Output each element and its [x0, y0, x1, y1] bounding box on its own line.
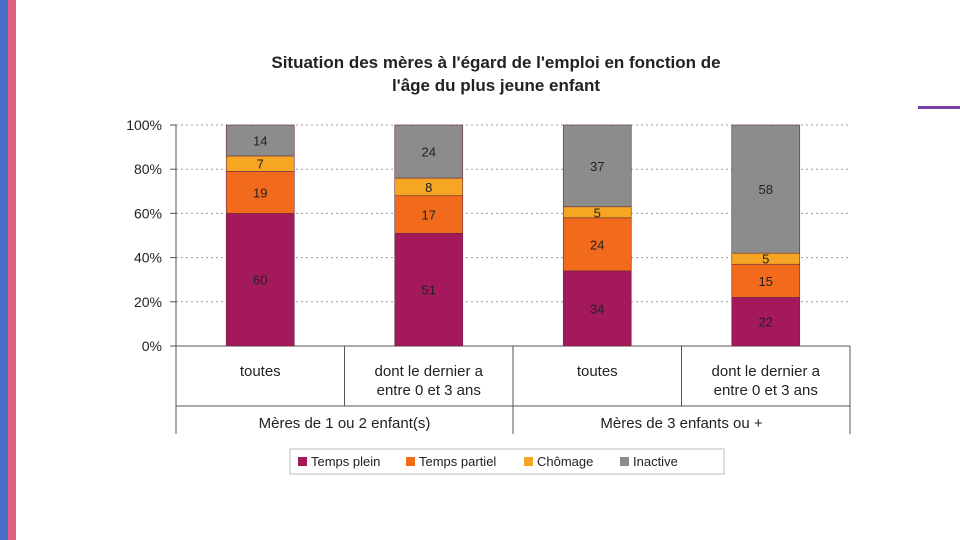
- bar-segment: [394, 232, 464, 347]
- bar-segment: [731, 263, 801, 298]
- legend-swatch: [406, 457, 415, 466]
- y-tick-label: 20%: [134, 294, 162, 310]
- category-label: entre 0 et 3 ans: [377, 382, 481, 399]
- bar-segment: [731, 297, 801, 347]
- bar-segment: [731, 124, 801, 254]
- legend-box: [289, 448, 725, 475]
- category-label: entre 0 et 3 ans: [714, 382, 818, 399]
- data-label: 15: [759, 274, 773, 289]
- group-label: Mères de 3 enfants ou +: [600, 415, 762, 432]
- bar-segment: [562, 124, 632, 208]
- data-label: 51: [422, 283, 436, 298]
- data-label: 7: [257, 157, 264, 172]
- legend-label: Chômage: [537, 454, 593, 469]
- y-tick-label: 60%: [134, 205, 162, 221]
- legend-swatch: [524, 457, 533, 466]
- bar-segment: [225, 124, 295, 157]
- slide-edge-blue: [0, 0, 8, 540]
- data-label: 60: [253, 273, 267, 288]
- bar-segment: [562, 270, 632, 347]
- data-label: 8: [425, 180, 432, 195]
- data-label: 5: [762, 252, 769, 267]
- legend-swatch: [298, 457, 307, 466]
- data-label: 37: [590, 159, 604, 174]
- bar-segment: [394, 195, 464, 234]
- data-label: 5: [594, 205, 601, 220]
- data-label: 14: [253, 133, 267, 148]
- y-tick-label: 80%: [134, 161, 162, 177]
- category-label: toutes: [577, 363, 618, 380]
- data-label: 24: [422, 145, 436, 160]
- legend-label: Temps plein: [311, 454, 380, 469]
- data-label: 22: [759, 315, 773, 330]
- bar-segment: [394, 124, 464, 179]
- legend-label: Temps partiel: [419, 454, 496, 469]
- data-label: 17: [422, 208, 436, 223]
- category-label: dont le dernier a: [375, 363, 484, 380]
- data-label: 58: [759, 182, 773, 197]
- bar-segment: [562, 217, 632, 272]
- y-tick-label: 40%: [134, 250, 162, 266]
- data-label: 19: [253, 185, 267, 200]
- chart-title-line-2: l'âge du plus jeune enfant: [392, 76, 600, 95]
- y-tick-label: 0%: [142, 338, 162, 354]
- chart-title-line-1: Situation des mères à l'égard de l'emplo…: [271, 53, 720, 72]
- accent-line: [918, 106, 960, 109]
- bar-segment: [225, 213, 295, 347]
- category-label: dont le dernier a: [712, 363, 821, 380]
- legend-label: Inactive: [633, 454, 678, 469]
- slide-edge-pink: [8, 0, 16, 540]
- y-tick-label: 100%: [126, 117, 162, 133]
- data-label: 34: [590, 301, 604, 316]
- group-label: Mères de 1 ou 2 enfant(s): [259, 415, 431, 432]
- data-label: 24: [590, 237, 604, 252]
- bar-segment: [225, 171, 295, 214]
- category-label: toutes: [240, 363, 281, 380]
- legend-swatch: [620, 457, 629, 466]
